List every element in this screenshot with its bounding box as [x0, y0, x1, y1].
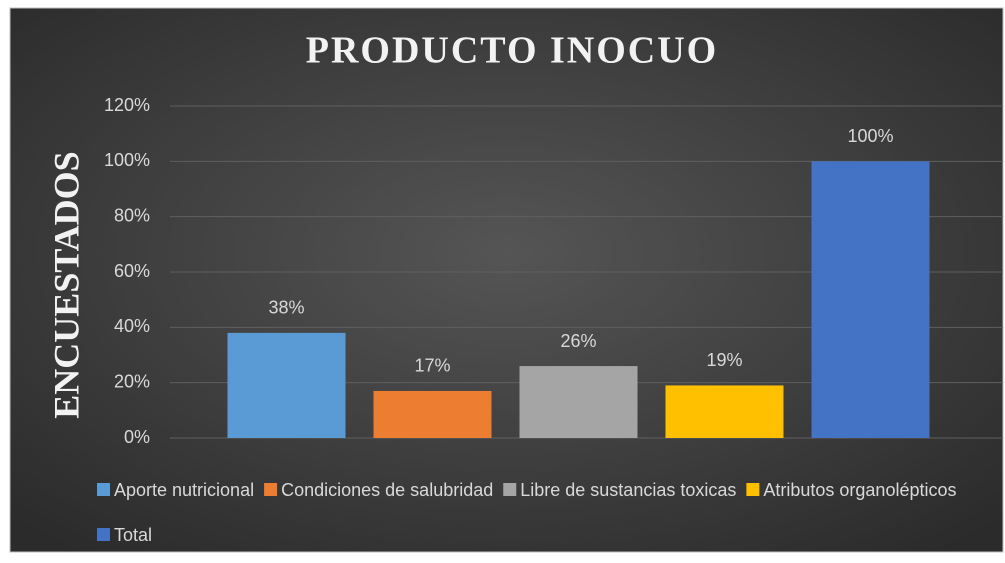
y-tick-label: 80% [114, 205, 150, 225]
y-tick-label: 60% [114, 261, 150, 281]
data-label: 17% [414, 356, 450, 376]
data-label: 19% [706, 350, 742, 370]
legend-swatch [746, 483, 760, 496]
bar [665, 385, 784, 438]
bar [373, 390, 492, 438]
data-label: 100% [847, 126, 893, 146]
legend-label: Condiciones de salubridad [281, 480, 493, 500]
legend-label: Aporte nutricional [114, 480, 254, 500]
y-tick-label: 0% [124, 427, 150, 447]
y-tick-label: 20% [114, 371, 150, 391]
bar [227, 332, 346, 438]
bar [519, 366, 638, 438]
data-label: 26% [560, 331, 596, 351]
y-tick-label: 120% [104, 95, 150, 115]
bar [811, 161, 930, 439]
legend-swatch [503, 483, 517, 496]
legend-swatch [97, 483, 110, 496]
y-tick-label: 100% [104, 150, 150, 170]
legend-label: Libre de sustancias toxicas [520, 480, 736, 500]
chart-title: PRODUCTO INOCUO [306, 30, 719, 72]
legend-label: Total [114, 525, 152, 545]
legend-swatch [97, 528, 110, 541]
legend-label: Atributos organolépticos [763, 480, 956, 500]
y-axis-label: ENCUESTADOS [46, 151, 86, 418]
legend-swatch [264, 483, 278, 496]
data-label: 38% [268, 298, 304, 318]
y-tick-label: 40% [114, 316, 150, 336]
